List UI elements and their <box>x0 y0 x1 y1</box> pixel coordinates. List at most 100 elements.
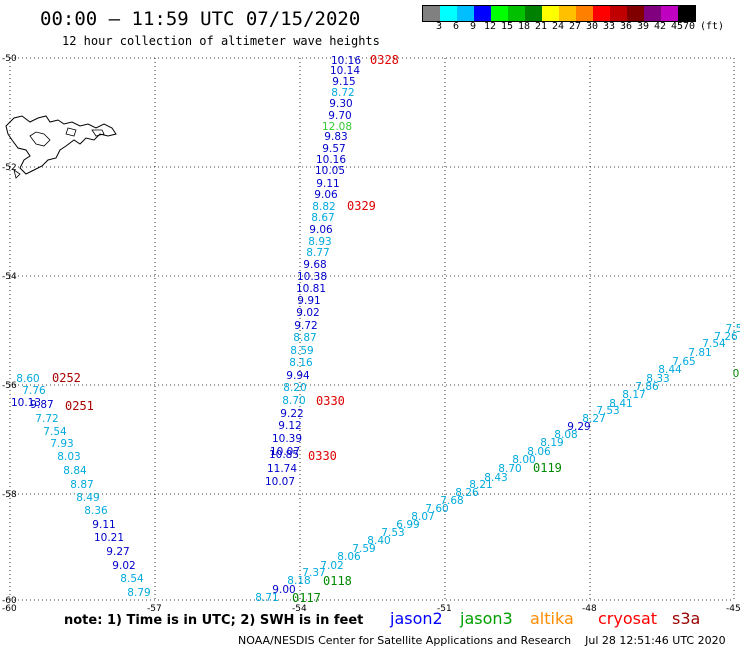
colorbar-swatch <box>508 6 525 21</box>
axis-labels: -50 -52 -54 -56 -58 -60-60 -57 -54 -51 -48 -45 <box>2 54 740 614</box>
colorbar-swatch <box>525 6 542 21</box>
satellite-altika: altika <box>530 609 574 628</box>
wave-height-value: 7.81 <box>688 347 711 359</box>
colorbar-swatch <box>423 6 440 21</box>
wave-height-value: 8.18 <box>287 575 310 587</box>
wave-height-value: 8.36 <box>84 505 108 517</box>
wave-height-value: 7.60 <box>425 503 448 515</box>
wave-height-value: 7.54 <box>702 338 726 350</box>
wave-height-value: 8.59 <box>290 345 313 357</box>
wave-height-value: 9.83 <box>324 131 347 143</box>
colorbar-tick-label: 21 <box>534 21 548 32</box>
colorbar-swatch <box>593 6 610 21</box>
colorbar-tick-label: 24 <box>551 21 565 32</box>
colorbar-tick-label: 70 <box>682 21 696 32</box>
wave-height-value: 9.57 <box>322 143 345 155</box>
wave-height-value: 9.87 <box>30 399 53 411</box>
wave-height-value: 12.08 <box>322 121 352 133</box>
latitude-label: -50 <box>2 54 17 64</box>
footer-credit: NOAA/NESDIS Center for Satellite Applica… <box>238 634 726 647</box>
latitude-label: -56 <box>2 381 17 391</box>
colorbar-tick-label: 15 <box>500 21 514 32</box>
wave-height-value: 7.53 <box>381 527 404 539</box>
wave-height-value: 10.39 <box>272 433 302 445</box>
colorbar-swatch <box>576 6 593 21</box>
longitude-label: -45 <box>726 604 740 614</box>
wave-height-value: 10.14 <box>330 65 360 77</box>
wave-height-value: 9.06 <box>314 189 338 201</box>
wave-height-value: 7.65 <box>672 356 695 368</box>
colorbar-tick-label: 3 <box>435 21 443 32</box>
wave-height-value: 8.03 <box>57 451 80 463</box>
colorbar-units: (ft) <box>700 21 725 32</box>
wave-height-value: 8.08 <box>554 429 577 441</box>
wave-height-value: 7.72 <box>35 413 58 425</box>
wave-height-value: 8.27 <box>582 413 605 425</box>
wave-height-value: 9.29 <box>567 421 590 433</box>
pass-time-label: 0328 <box>370 53 399 67</box>
colorbar-tick-label: 27 <box>568 21 582 32</box>
wave-height-value: 8.71 <box>255 592 278 604</box>
wave-height-value: 9.94 <box>286 370 310 382</box>
wave-height-value: 8.60 <box>16 373 39 385</box>
longitude-label: -54 <box>292 604 307 614</box>
wave-height-value: 8.84 <box>63 465 87 477</box>
colorbar-swatch <box>610 6 627 21</box>
colorbar-tick-label: 39 <box>636 21 650 32</box>
wave-height-value: 8.26 <box>455 487 479 499</box>
pass-time-label: 0329 <box>347 199 376 213</box>
wave-height-value: 8.70 <box>282 395 305 407</box>
wave-height-value: 9.91 <box>297 295 320 307</box>
colorbar-tick-label: 36 <box>619 21 633 32</box>
wave-height-value: 8.06 <box>527 446 551 458</box>
pass-time-label: 0118 <box>323 574 352 588</box>
colorbar-swatch <box>559 6 576 21</box>
colorbar-tick-label: 42 <box>653 21 667 32</box>
wave-height-value: 9.68 <box>303 259 326 271</box>
wave-height-value: 8.82 <box>312 201 335 213</box>
pass-time-label: 0117 <box>292 591 321 605</box>
pass-time-label: 0330 <box>316 394 345 408</box>
wave-height-value: 8.70 <box>498 463 521 475</box>
colorbar-tick-label: 45 <box>670 21 684 32</box>
colorbar-tick-label: 9 <box>469 21 477 32</box>
wave-height-value: 10.21 <box>94 532 124 544</box>
colorbar-swatch <box>491 6 508 21</box>
wave-height-value: 9.70 <box>328 110 351 122</box>
pass-time-label: 0330 <box>308 449 337 463</box>
wave-height-value: 0 <box>733 368 740 380</box>
satellite-s3a: s3a <box>672 609 701 628</box>
wave-height-value: 9.12 <box>278 420 301 432</box>
wave-height-value: 10.85 <box>269 449 299 461</box>
wave-height-value: 9.02 <box>112 560 135 572</box>
colorbar-swatch <box>474 6 491 21</box>
colorbar-swatch <box>678 6 695 21</box>
wave-height-value: 7.54 <box>43 426 67 438</box>
latitude-label: -52 <box>2 163 17 173</box>
wave-height-value: 10.07 <box>265 476 295 488</box>
wave-height-value: 8.87 <box>293 332 316 344</box>
latitude-label: -60 <box>2 596 17 606</box>
wave-height-value: 8.00 <box>512 454 535 466</box>
wave-height-value: 11.74 <box>267 463 297 475</box>
altimeter-tracks: 10.1610.149.158.729.309.7012.089.839.571… <box>11 53 740 605</box>
colorbar-tick-label: 18 <box>517 21 531 32</box>
wave-height-value: 10.81 <box>296 283 326 295</box>
wave-height-value: 8.41 <box>609 398 632 410</box>
wave-height-value: 8.40 <box>367 535 390 547</box>
wave-height-value: 7.26 <box>714 331 738 343</box>
colorbar-swatch <box>627 6 644 21</box>
wave-height-value: 8.44 <box>658 364 682 376</box>
colorbar-tick-label: 33 <box>602 21 616 32</box>
wave-height-value: 8.49 <box>76 492 99 504</box>
colorbar-swatch <box>644 6 661 21</box>
pass-time-label: 0251 <box>65 399 94 413</box>
wave-height-value: 8.43 <box>484 472 507 484</box>
wave-height-value: 8.93 <box>308 236 331 248</box>
longitude-label: -57 <box>147 604 162 614</box>
wave-height-value: 7.5 <box>726 323 740 335</box>
wave-height-value: 8.33 <box>646 373 669 385</box>
wave-height-value: 7.59 <box>352 543 375 555</box>
